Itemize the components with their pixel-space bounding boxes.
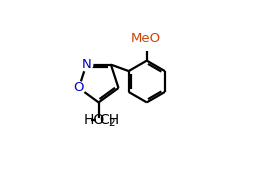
Circle shape [80,58,93,71]
Text: CH: CH [99,113,120,127]
Text: MeO: MeO [131,32,161,45]
Text: HO: HO [83,113,104,127]
Text: 2: 2 [109,118,115,128]
Text: N: N [82,58,91,71]
Circle shape [73,82,85,94]
Text: O: O [74,81,84,94]
